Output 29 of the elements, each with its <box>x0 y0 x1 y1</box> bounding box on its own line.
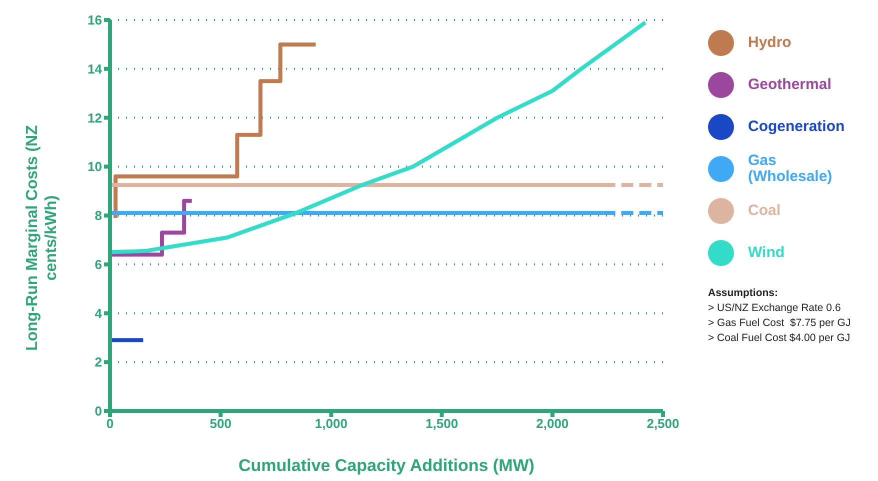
y-tick-label: 2 <box>94 354 102 370</box>
legend-label: Cogeneration <box>748 118 845 135</box>
legend-label: Hydro <box>748 34 792 51</box>
x-tick-label: 0 <box>106 416 114 432</box>
x-tick-label: 1,000 <box>314 416 348 432</box>
y-tick-label: 4 <box>94 306 103 321</box>
line-series <box>110 20 648 254</box>
x-tick-label: 2,000 <box>536 416 569 432</box>
x-tick-label: 2,500 <box>646 416 680 432</box>
y-tick-label: 10 <box>88 159 102 174</box>
line-series <box>114 42 318 220</box>
y-tick-label: 14 <box>88 61 103 76</box>
x-tick-label: 500 <box>210 416 232 432</box>
text: Assumptions: <box>708 286 780 301</box>
y-axis-title: Long-Run Marginal Costs (NZ cents/kWh) <box>23 124 61 353</box>
y-tick-label: 12 <box>88 110 102 126</box>
y-tick-label: 8 <box>94 208 102 224</box>
y-tick-label: 0 <box>94 404 102 419</box>
y-tick-label: 6 <box>94 256 102 272</box>
legend-label: Wind <box>748 244 786 261</box>
y-tick-label: 16 <box>88 12 102 28</box>
text: > US/NZ Exchange Rate 0.6 <box>708 301 842 316</box>
text: > Gas Fuel Cost $7.75 per GJ <box>708 316 852 331</box>
x-axis-title: Cumulative Capacity Additions (MW) <box>238 456 534 475</box>
legend-label: Geothermal <box>748 76 832 93</box>
legend-label: Coal <box>748 202 782 219</box>
x-tick-label: 1,500 <box>426 416 458 432</box>
legend-label: Gas (Wholesale) <box>748 152 834 185</box>
text: > Coal Fuel Cost $4.00 per GJ <box>708 331 852 346</box>
